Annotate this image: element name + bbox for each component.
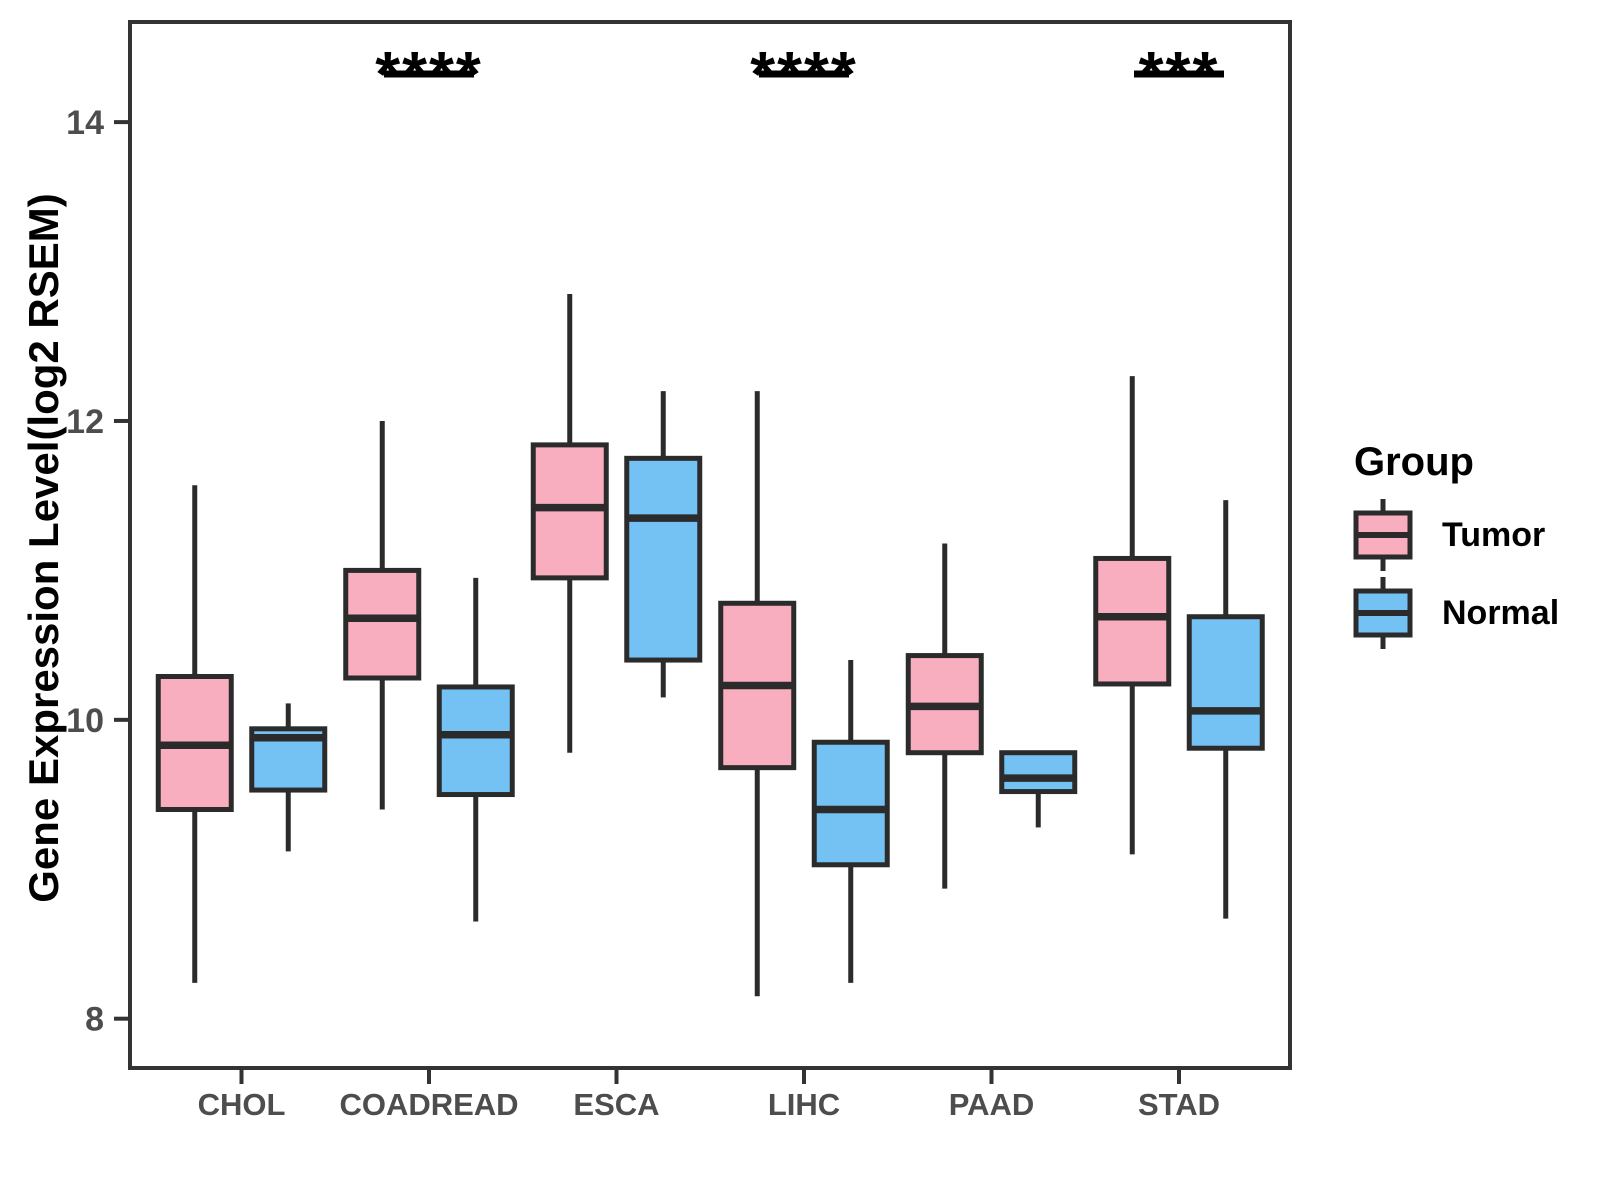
x-tick-label-LIHC: LIHC [768,1087,840,1122]
legend-label-normal: Normal [1442,593,1560,632]
y-tick-label-10: 10 [66,702,104,740]
y-tick-label-12: 12 [66,403,104,441]
tumor-boxplot-key-icon [1353,499,1413,571]
legend-label-tumor: Tumor [1442,515,1546,554]
plot-panel-border [128,20,1292,1070]
legend: Group Tumor Normal [1322,440,1592,655]
legend-title: Group [1354,440,1474,484]
box-tumor-STAD [1093,555,1172,687]
y-tick-label-8: 8 [85,1001,104,1039]
box-normal-COADREAD [436,684,515,798]
x-tick-label-COADREAD: COADREAD [339,1087,518,1122]
box-normal-LIHC [811,739,890,868]
x-tick-label-CHOL: CHOL [198,1087,286,1122]
x-tick-label-STAD: STAD [1138,1087,1220,1122]
legend-item-tumor: Tumor [1348,499,1592,571]
x-tick-label-ESCA: ESCA [573,1087,659,1122]
y-tick-label-14: 14 [66,104,104,142]
y-axis-title: Gene Expression Level(log2 RSEM) [20,193,67,903]
box-normal-PAAD [999,750,1078,795]
box-normal-ESCA [624,455,703,663]
box-tumor-COADREAD [343,567,422,681]
significance-stars-STAD: *** [1139,38,1220,110]
normal-boxplot-key-icon [1353,577,1413,649]
significance-stars-COADREAD: **** [375,38,483,110]
legend-item-normal: Normal [1348,577,1592,649]
box-normal-STAD [1186,614,1265,751]
x-tick-label-PAAD: PAAD [949,1087,1035,1122]
significance-stars-LIHC: **** [750,38,858,110]
